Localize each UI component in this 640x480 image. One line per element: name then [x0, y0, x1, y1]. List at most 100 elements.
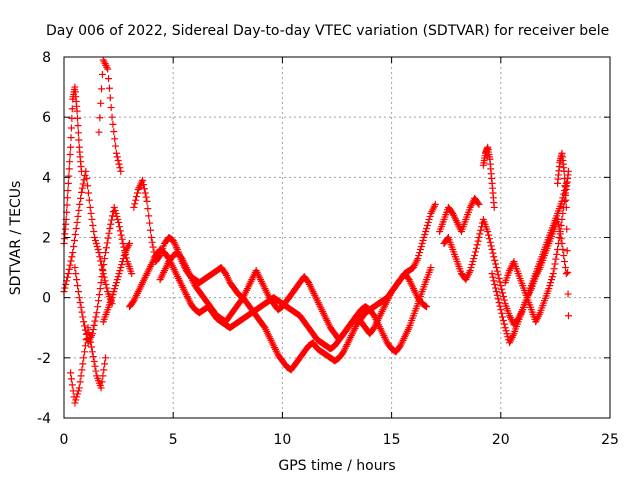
data-point-marker: [97, 257, 105, 265]
data-point-marker: [140, 185, 148, 193]
data-point-marker: [423, 303, 431, 311]
data-point-marker: [96, 114, 104, 122]
data-point-marker: [91, 234, 99, 241]
data-point-marker: [416, 249, 424, 257]
data-point-marker: [74, 212, 82, 220]
series-track-14: [501, 167, 573, 326]
data-point-marker: [66, 261, 74, 269]
data-point-marker: [73, 276, 81, 284]
data-point-marker: [474, 237, 482, 245]
data-point-marker: [81, 348, 89, 356]
data-point-marker: [115, 223, 123, 231]
data-point-marker: [472, 244, 480, 252]
data-point-marker: [492, 264, 500, 272]
data-point-marker: [119, 255, 127, 263]
x-tick-label: 20: [492, 432, 510, 448]
data-point-marker: [116, 164, 124, 172]
data-point-marker: [132, 196, 140, 204]
data-point-marker: [116, 227, 124, 235]
data-point-marker: [471, 248, 479, 256]
data-point-marker: [89, 326, 97, 334]
data-point-marker: [110, 288, 118, 296]
data-point-marker: [484, 227, 492, 235]
data-point-marker: [104, 65, 112, 73]
data-point-marker: [74, 387, 82, 395]
data-point-marker: [109, 291, 117, 299]
data-point-marker: [68, 381, 76, 389]
series-track-3: [67, 324, 109, 407]
data-point-marker: [76, 200, 84, 208]
data-point-marker: [490, 203, 498, 211]
data-point-marker: [114, 215, 122, 223]
data-point-marker: [112, 142, 120, 150]
x-axis-tick-labels: 0 5 10 15 20 25: [60, 432, 619, 448]
data-point-marker: [492, 288, 500, 296]
x-axis-title: GPS time / hours: [278, 458, 395, 474]
data-point-marker: [476, 230, 484, 238]
data-point-marker: [88, 330, 96, 338]
data-point-marker: [146, 219, 154, 227]
data-point-marker: [422, 227, 430, 235]
data-point-marker: [477, 226, 485, 234]
data-point-marker: [143, 197, 151, 205]
data-point-marker: [492, 284, 500, 292]
data-point-marker: [490, 277, 498, 285]
data-point-marker: [75, 206, 83, 214]
data-point-marker: [499, 289, 507, 297]
data-point-marker: [101, 255, 109, 263]
y-axis-title: SDTVAR / TECUs: [8, 181, 24, 296]
data-point-marker: [72, 396, 80, 404]
data-point-marker: [139, 176, 147, 184]
data-point-marker: [89, 353, 97, 361]
series-track-15: [554, 149, 573, 320]
y-tick-label: 4: [42, 170, 51, 186]
data-point-marker: [77, 303, 85, 311]
data-point-marker: [133, 193, 141, 201]
data-point-marker: [545, 285, 553, 293]
data-point-marker: [114, 156, 122, 164]
data-point-marker: [90, 357, 98, 365]
data-point-marker: [145, 212, 153, 220]
data-point-marker: [427, 264, 435, 272]
data-point-marker: [111, 135, 119, 143]
data-point-marker: [112, 209, 120, 217]
data-point-marker: [71, 264, 79, 272]
data-point-marker: [75, 384, 83, 392]
data-point-marker: [63, 194, 71, 202]
data-point-marker: [128, 270, 136, 278]
data-point-marker: [563, 247, 571, 255]
data-point-marker: [73, 107, 81, 115]
data-point-marker: [130, 203, 138, 211]
data-point-marker: [557, 221, 565, 229]
data-point-marker: [67, 375, 75, 383]
data-point-marker: [420, 234, 428, 241]
data-point-marker: [497, 282, 505, 290]
data-point-marker: [501, 324, 509, 332]
data-point-marker: [126, 240, 134, 248]
data-point-marker: [117, 264, 125, 272]
data-point-marker: [96, 285, 104, 293]
data-point-marker: [93, 243, 101, 251]
data-point-marker: [113, 153, 121, 161]
x-tick-label: 25: [601, 432, 619, 448]
data-point-marker: [503, 330, 511, 338]
series-track-6: [99, 240, 134, 326]
data-point-marker: [131, 200, 139, 208]
data-point-marker: [110, 203, 118, 211]
series-track-13: [488, 215, 570, 347]
data-point-marker: [546, 282, 554, 290]
y-tick-label: 2: [42, 231, 51, 247]
data-point-marker: [147, 234, 155, 241]
y-tick-label: 8: [42, 50, 51, 66]
y-axis-tick-labels: -4 -2 0 2 4 6 8: [37, 50, 51, 427]
data-point-marker: [473, 241, 481, 249]
data-point-marker: [474, 199, 482, 207]
data-point-marker: [91, 237, 99, 245]
data-point-marker: [564, 268, 572, 276]
x-tick-label: 5: [169, 432, 178, 448]
data-point-marker: [109, 120, 117, 128]
data-point-marker: [471, 252, 479, 260]
data-point-marker: [78, 308, 86, 316]
data-point-marker: [67, 124, 75, 132]
data-point-marker: [423, 221, 431, 229]
